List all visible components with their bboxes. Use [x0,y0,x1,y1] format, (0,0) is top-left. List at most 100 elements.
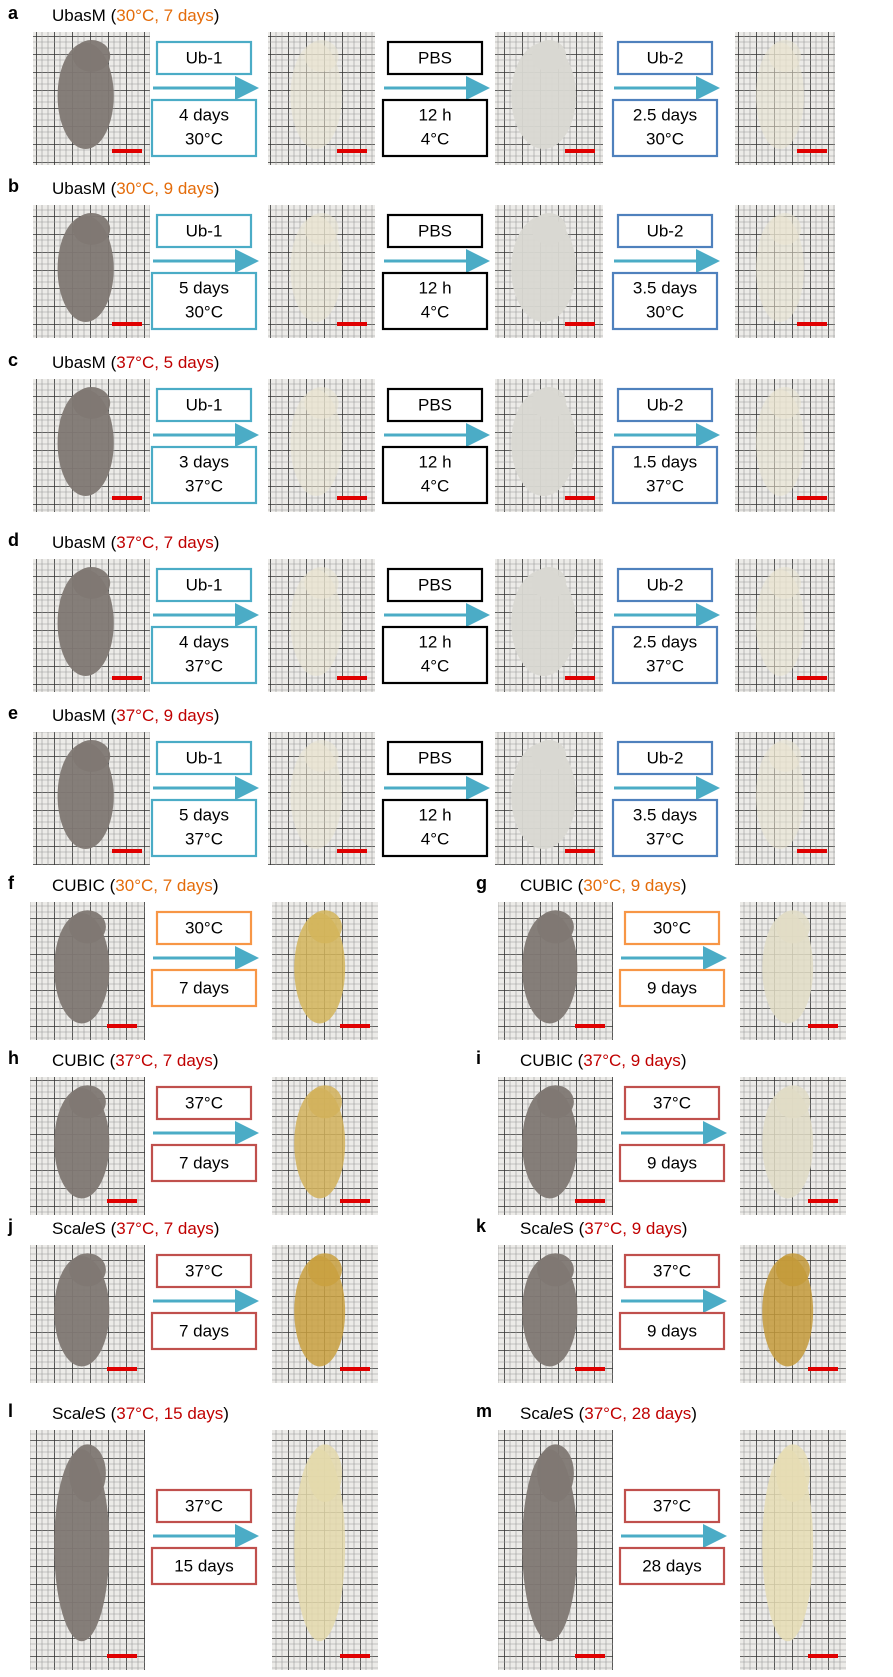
title-part: 37°C, 5 days [116,353,214,372]
sample-photo [735,379,835,512]
scale-bar [107,1654,137,1658]
scale-bar [112,676,142,680]
sample-lobe [537,910,574,943]
sample-photo [498,1077,613,1215]
sample-photo [268,32,375,165]
panel-title: CUBIC (30°C, 9 days) [520,876,686,895]
sample-photo [272,1430,378,1670]
step-label: 5 days [179,278,229,297]
sample-lobe [308,1444,342,1502]
title-part: UbasM ( [52,179,117,198]
panel-title: ScaleS (37°C, 7 days) [52,1219,219,1238]
sample-lobe [532,213,567,245]
sample-lobe [537,1444,574,1502]
step-label: 7 days [179,978,229,997]
sample-lobe [776,1444,810,1502]
title-part: UbasM ( [52,533,117,552]
step-label: Ub-2 [647,395,684,414]
step-label: 7 days [179,1153,229,1172]
step-label: 37°C [185,656,223,675]
title-part: S ( [563,1219,585,1238]
step-label: 30°C [653,918,691,937]
sample-lobe [304,740,338,772]
title-part: le [549,1219,562,1238]
sample-lobe [776,1253,810,1286]
sample-lobe [69,1444,106,1502]
sample-lobe [769,40,801,72]
step-label: 3.5 days [633,805,697,824]
scale-bar [112,322,142,326]
scale-bar [797,322,827,326]
step-label: PBS [418,395,452,414]
sample-photo [498,902,613,1040]
sample-photo [268,732,375,865]
scale-bar [340,1024,370,1028]
sample-lobe [73,40,110,72]
sample-lobe [69,1253,106,1286]
title-part: 30°C, 7 days [116,6,214,25]
title-part: ) [214,353,220,372]
step-label: Ub-1 [186,748,223,767]
sample-photo [33,559,150,692]
title-part: Sca [52,1219,82,1238]
title-part: CUBIC ( [52,876,116,895]
title-part: ) [681,1051,687,1070]
step-label: 37°C [185,1093,223,1112]
scale-bar [337,676,367,680]
step-label: 37°C [185,1496,223,1515]
sample-photo [740,1077,846,1215]
step-label: 4°C [421,829,450,848]
step-label: 30°C [185,918,223,937]
scale-bar [565,149,595,153]
sample-photo [495,205,603,338]
sample-lobe [769,740,801,772]
step-label: 37°C [185,476,223,495]
sample-lobe [73,567,110,599]
sample-lobe [73,213,110,245]
sample-lobe [73,387,110,419]
title-part: 37°C, 7 days [115,1051,213,1070]
step-label: 37°C [646,476,684,495]
sample-lobe [304,567,338,599]
step-label: Ub-2 [647,575,684,594]
sample-photo [33,732,150,865]
step-label: 3 days [179,452,229,471]
panel-letter: e [8,703,18,723]
step-label: 30°C [646,129,684,148]
panel-title: UbasM (37°C, 7 days) [52,533,219,552]
step-label: 7 days [179,1321,229,1340]
sample-lobe [537,1085,574,1118]
scale-bar [107,1367,137,1371]
step-label: 12 h [418,632,451,651]
scale-bar [340,1367,370,1371]
scale-bar [337,496,367,500]
title-part: ) [223,1404,229,1423]
scale-bar [340,1654,370,1658]
sample-lobe [304,387,338,419]
title-part: ) [214,179,220,198]
sample-photo [268,559,375,692]
title-part: ) [681,876,687,895]
scale-bar [575,1024,605,1028]
sample-lobe [769,213,801,245]
title-part: ) [682,1219,688,1238]
title-part: le [549,1404,562,1423]
step-label: 37°C [646,656,684,675]
title-part: ) [214,533,220,552]
sample-photo [272,902,378,1040]
title-part: UbasM ( [52,6,117,25]
scale-bar [575,1367,605,1371]
sample-photo [33,32,150,165]
scale-bar [340,1199,370,1203]
scale-bar [565,676,595,680]
sample-lobe [776,910,810,943]
title-part: 37°C, 7 days [116,533,214,552]
title-part: 30°C, 9 days [583,876,681,895]
title-part: CUBIC ( [52,1051,116,1070]
sample-photo [735,32,835,165]
scale-bar [337,849,367,853]
panel-title: CUBIC (37°C, 7 days) [52,1051,218,1070]
title-part: ) [214,706,220,725]
panel-title: UbasM (37°C, 5 days) [52,353,219,372]
sample-lobe [532,740,567,772]
